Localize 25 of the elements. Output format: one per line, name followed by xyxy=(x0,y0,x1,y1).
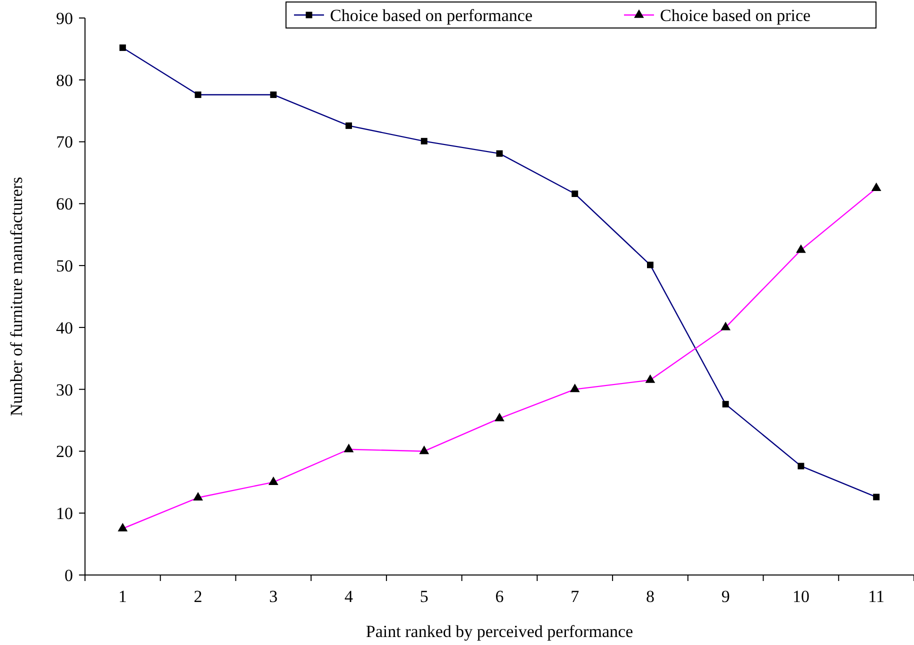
y-tick-label: 40 xyxy=(56,318,73,338)
y-tick-label: 70 xyxy=(56,132,73,152)
legend-label: Choice based on price xyxy=(660,6,811,25)
x-tick-label: 1 xyxy=(118,587,127,606)
x-tick-label: 2 xyxy=(194,587,202,606)
y-tick-label: 10 xyxy=(56,504,73,524)
y-axis-title: Number of furniture manufacturers xyxy=(7,176,26,416)
x-tick-label: 7 xyxy=(570,587,580,606)
legend-label: Choice based on performance xyxy=(330,6,532,25)
y-tick-label: 20 xyxy=(56,442,73,462)
x-tick-label: 11 xyxy=(868,587,885,606)
x-axis-title: Paint ranked by perceived performance xyxy=(366,622,634,641)
x-tick-label: 4 xyxy=(344,587,354,606)
x-tick-label: 3 xyxy=(269,587,278,606)
y-tick-label: 30 xyxy=(56,380,73,400)
x-tick-label: 9 xyxy=(721,587,730,606)
x-tick-label: 8 xyxy=(646,587,654,606)
x-tick-label: 6 xyxy=(495,587,504,606)
x-tick-label: 10 xyxy=(792,587,810,606)
y-tick-label: 50 xyxy=(56,256,73,276)
x-tick-label: 5 xyxy=(420,587,428,606)
y-tick-label: 90 xyxy=(56,8,73,28)
y-tick-label: 80 xyxy=(56,70,73,90)
y-tick-label: 0 xyxy=(64,566,73,585)
y-tick-label: 60 xyxy=(56,194,73,214)
